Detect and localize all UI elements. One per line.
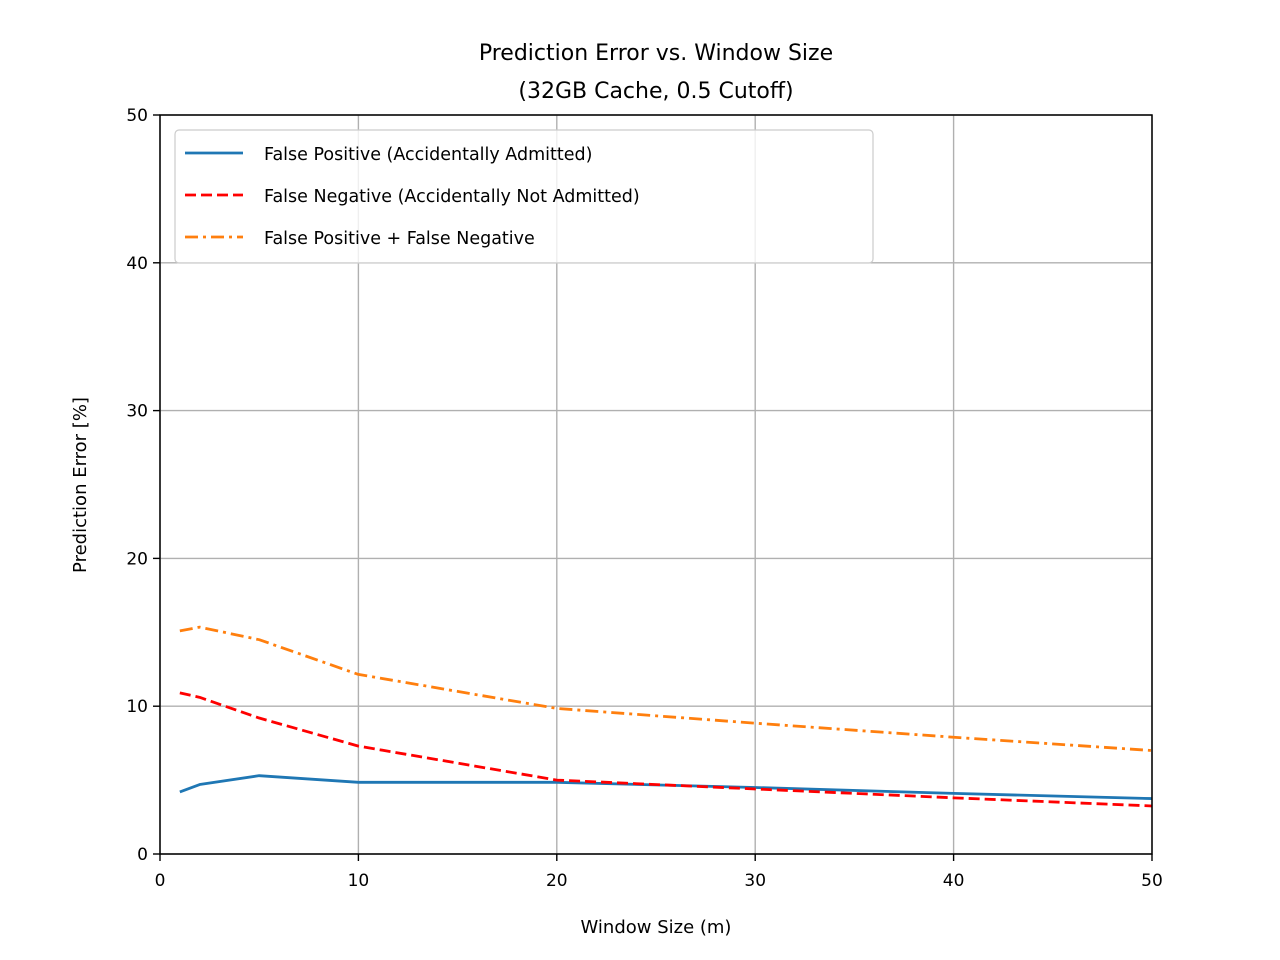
legend-label-3: False Positive + False Negative xyxy=(264,229,535,249)
series-lines xyxy=(179,625,1153,808)
y-tick-label: 20 xyxy=(126,549,148,569)
y-axis-label: Prediction Error [%] xyxy=(70,397,91,573)
x-tick-label: 50 xyxy=(1141,871,1163,891)
legend-label-2: False Negative (Accidentally Not Admitte… xyxy=(264,187,640,207)
y-tick-label: 40 xyxy=(126,254,148,274)
x-axis-label: Window Size (m) xyxy=(581,917,732,938)
x-tick-label: 40 xyxy=(943,871,965,891)
legend-label-1: False Positive (Accidentally Admitted) xyxy=(264,145,592,165)
legend-box xyxy=(174,129,874,264)
series-line-1 xyxy=(179,774,1153,800)
x-axis-ticks: 0 10 20 30 40 50 xyxy=(155,854,1163,891)
x-tick-label: 0 xyxy=(155,871,166,891)
y-axis-ticks: 0 10 20 30 40 50 xyxy=(126,106,160,865)
x-tick-label: 20 xyxy=(546,871,568,891)
chart-subtitle: (32GB Cache, 0.5 Cutoff) xyxy=(518,79,793,104)
y-tick-label: 10 xyxy=(126,697,148,717)
y-tick-label: 30 xyxy=(126,402,148,422)
series-line-3 xyxy=(179,625,1153,752)
plot-frame xyxy=(159,114,1153,855)
y-tick-label: 0 xyxy=(137,845,148,865)
y-tick-label: 50 xyxy=(126,106,148,126)
x-tick-label: 30 xyxy=(744,871,766,891)
chart-title: Prediction Error vs. Window Size xyxy=(479,41,833,66)
x-tick-label: 10 xyxy=(348,871,370,891)
legend: False Positive (Accidentally Admitted) Fa… xyxy=(174,129,874,264)
